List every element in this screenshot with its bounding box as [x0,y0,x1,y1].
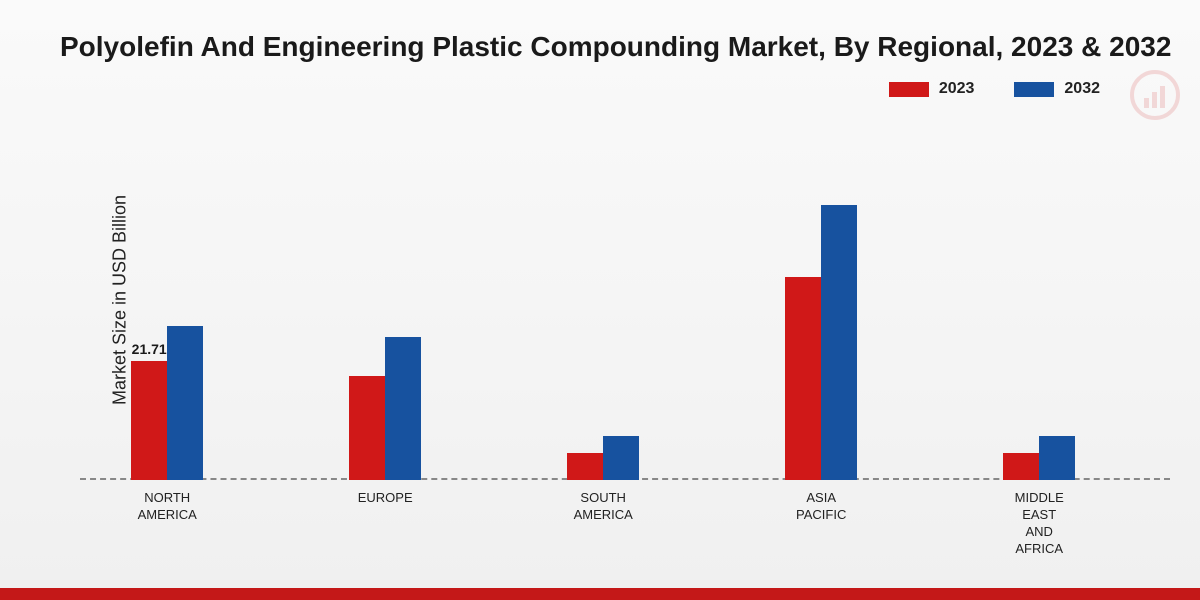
x-axis-category-label: NORTHAMERICA [138,490,197,524]
bar-group [567,436,639,480]
bar [385,337,421,480]
bottom-accent-bar [0,588,1200,600]
x-axis-category-label: SOUTHAMERICA [574,490,633,524]
bar [785,277,821,481]
chart-title: Polyolefin And Engineering Plastic Compo… [60,30,1180,64]
x-axis-labels: NORTHAMERICA EUROPE SOUTHAMERICA ASIAPACIFI… [80,490,1170,560]
bar-group [349,337,421,480]
legend-item-2032: 2032 [1014,80,1100,98]
legend-item-2023: 2023 [889,80,975,98]
x-axis-category-label: ASIAPACIFIC [796,490,846,524]
bar [567,453,603,481]
bar [603,436,639,480]
x-axis-category-label: EUROPE [358,490,413,507]
chart-container: Polyolefin And Engineering Plastic Compo… [0,0,1200,600]
plot-area: 21.71 [80,150,1170,480]
legend-label-2032: 2032 [1064,80,1100,98]
bar [1039,436,1075,480]
legend-swatch-2032 [1014,82,1054,97]
bar-group [785,205,857,480]
legend-swatch-2023 [889,82,929,97]
watermark-logo [1130,70,1190,130]
legend-label-2023: 2023 [939,80,975,98]
bar [131,361,167,480]
bar [1003,453,1039,481]
bar [167,326,203,480]
bar [821,205,857,480]
x-axis-category-label: MIDDLEEASTANDAFRICA [1015,490,1064,558]
bar-group [1003,436,1075,480]
legend: 2023 2032 [889,80,1100,98]
bar [349,376,385,481]
bar-value-label: 21.71 [132,341,167,357]
